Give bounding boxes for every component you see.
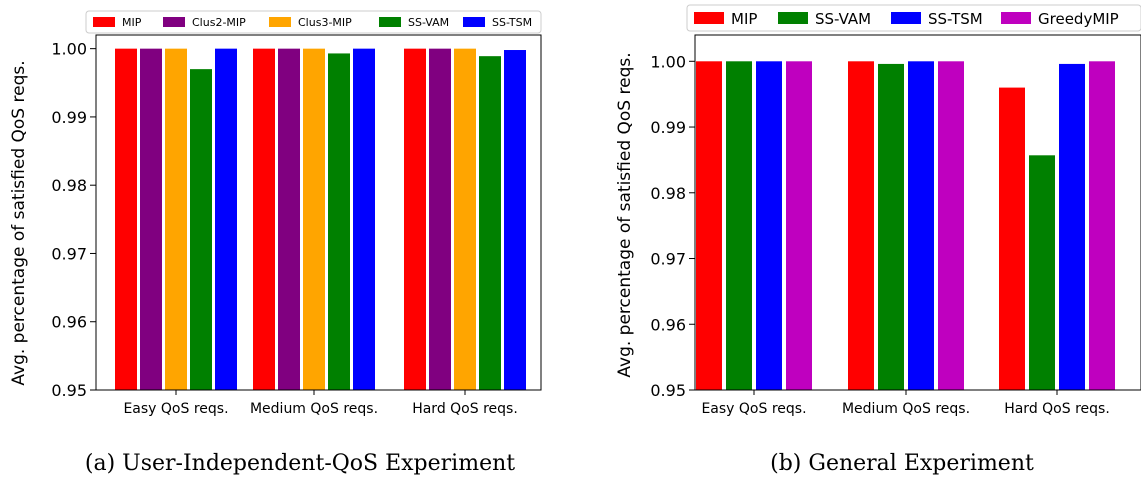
bar-mip <box>696 61 722 390</box>
legend-label: SS-VAM <box>408 16 449 29</box>
bar-clus2-mip <box>140 48 162 391</box>
bar-ss-vam <box>328 53 350 391</box>
bar-clus3-mip <box>454 48 476 391</box>
y-axis-label-a: Avg. percentage of satisfied QoS reqs. <box>9 60 29 385</box>
legend-a: MIP Clus2-MIP Clus3-MIP SS-VAM SS-TSM <box>85 10 542 34</box>
bar-greedymip <box>938 61 964 390</box>
legend-label: SS-TSM <box>492 16 532 29</box>
legend-swatch <box>463 17 485 27</box>
legend-label: GreedyMIP <box>1038 10 1119 28</box>
legend-label: Clus3-MIP <box>298 16 352 29</box>
y-axis-label-b: Avg. percentage of satisfied QoS reqs. <box>615 52 635 377</box>
bar-greedymip <box>786 61 812 390</box>
caption-b: (b) General Experiment <box>770 451 1034 476</box>
x-tick-label: Medium QoS reqs. <box>842 401 970 417</box>
legend-swatch <box>1001 12 1031 24</box>
bar-ss-tsm <box>504 50 526 391</box>
legend-label: Clus2-MIP <box>192 16 246 29</box>
bar-mip <box>115 48 137 391</box>
bar-ss-tsm <box>908 61 934 390</box>
y-tick-label: 0.95 <box>650 381 686 400</box>
legend-swatch <box>93 17 115 27</box>
y-tick-label: 0.98 <box>51 176 87 195</box>
bar-ss-tsm <box>756 61 782 390</box>
x-tick-label: Easy QoS reqs. <box>701 401 806 417</box>
bar-mip <box>404 48 426 391</box>
x-tick-label: Hard QoS reqs. <box>412 401 518 417</box>
y-tick-label: 1.00 <box>51 40 87 59</box>
x-tick-label: Easy QoS reqs. <box>123 401 228 417</box>
y-tick-label: 0.97 <box>51 244 87 263</box>
y-tick-label: 0.96 <box>51 313 87 332</box>
bar-ss-tsm <box>215 48 237 391</box>
bar-mip <box>848 61 874 390</box>
chart-panel-b: Avg. percentage of satisfied QoS reqs. M… <box>615 4 1141 476</box>
chart-panel-a: Avg. percentage of satisfied QoS reqs. M… <box>9 10 542 476</box>
legend-label: MIP <box>122 16 142 29</box>
bar-ss-vam <box>878 63 904 390</box>
bar-clus2-mip <box>429 48 451 391</box>
legend-label: SS-VAM <box>815 10 871 28</box>
legend-swatch <box>778 12 808 24</box>
bar-greedymip <box>1089 61 1115 390</box>
legend-swatch <box>379 17 401 27</box>
bar-ss-tsm <box>353 48 375 391</box>
legend-swatch <box>163 17 185 27</box>
plot-frame-b <box>694 34 1141 391</box>
y-tick-label: 0.95 <box>51 381 87 400</box>
caption-a: (a) User-Independent-QoS Experiment <box>85 451 515 476</box>
x-tick-label: Medium QoS reqs. <box>250 401 378 417</box>
bar-mip <box>253 48 275 391</box>
legend-swatch <box>694 12 724 24</box>
bar-ss-tsm <box>1059 63 1085 390</box>
bar-clus2-mip <box>278 48 300 391</box>
bar-ss-vam <box>479 56 501 391</box>
bar-clus3-mip <box>303 48 325 391</box>
y-tick-label: 1.00 <box>650 52 686 71</box>
legend-label: MIP <box>731 10 757 28</box>
bar-ss-vam <box>726 61 752 390</box>
y-tick-label: 0.96 <box>650 315 686 334</box>
bar-ss-vam <box>1029 155 1055 390</box>
legend-swatch <box>269 17 291 27</box>
bar-mip <box>999 87 1025 390</box>
plot-frame-a <box>95 34 542 391</box>
legend-frame <box>85 10 542 34</box>
x-tick-label: Hard QoS reqs. <box>1004 401 1110 417</box>
bar-ss-vam <box>190 69 212 390</box>
y-tick-label: 0.98 <box>650 184 686 203</box>
y-tick-label: 0.99 <box>51 108 87 127</box>
y-tick-label: 0.97 <box>650 250 686 269</box>
legend-swatch <box>891 12 921 24</box>
y-tick-label: 0.99 <box>650 118 686 137</box>
legend-b: MIP SS-VAM SS-TSM GreedyMIP <box>686 4 1141 32</box>
legend-label: SS-TSM <box>928 10 983 28</box>
bar-clus3-mip <box>165 48 187 391</box>
